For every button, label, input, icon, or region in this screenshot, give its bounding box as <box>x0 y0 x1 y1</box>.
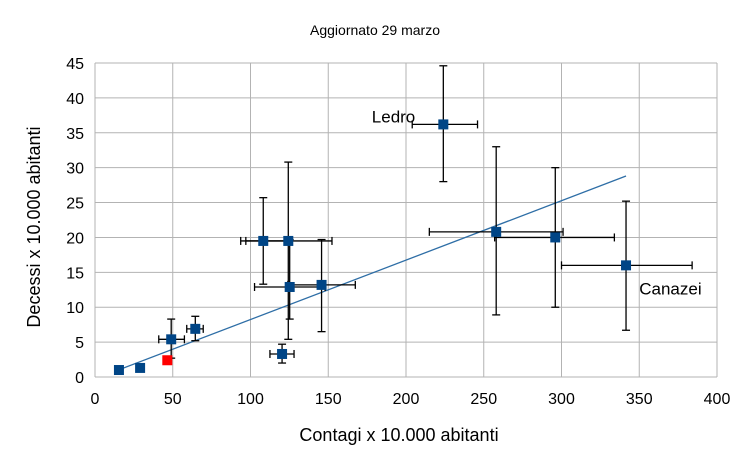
y-tick-label: 30 <box>66 161 84 178</box>
y-tick-label: 5 <box>75 335 84 352</box>
x-tick-label: 100 <box>237 391 264 408</box>
data-point <box>283 235 294 246</box>
y-tick-label: 40 <box>66 91 84 108</box>
x-tick-label: 250 <box>470 391 497 408</box>
data-point <box>438 119 449 130</box>
y-axis-label: Decessi x 10.000 abitanti <box>24 126 44 327</box>
y-tick-label: 25 <box>66 196 84 213</box>
data-point <box>550 232 561 243</box>
x-tick-label: 300 <box>548 391 575 408</box>
x-axis-label: Contagi x 10.000 abitanti <box>299 425 498 445</box>
y-tick-label: 0 <box>75 370 84 387</box>
data-point <box>258 235 269 246</box>
data-point <box>284 281 295 292</box>
x-tick-label: 350 <box>626 391 653 408</box>
x-tick-label: 150 <box>315 391 342 408</box>
data-point <box>190 323 201 334</box>
data-point <box>316 279 327 290</box>
data-point <box>113 365 124 376</box>
x-tick-label: 50 <box>164 391 182 408</box>
data-point <box>621 260 632 271</box>
x-tick-label: 0 <box>91 391 100 408</box>
x-tick-label: 200 <box>393 391 420 408</box>
data-point <box>277 348 288 359</box>
annotation-label: Canazei <box>639 280 701 299</box>
y-tick-label: 35 <box>66 126 84 143</box>
chart-title: Aggiornato 29 marzo <box>310 22 440 38</box>
y-tick-label: 15 <box>66 265 84 282</box>
x-tick-label: 400 <box>704 391 731 408</box>
y-tick-label: 45 <box>66 56 84 73</box>
y-tick-label: 10 <box>66 300 84 317</box>
trend-line <box>118 175 627 371</box>
annotation-label: Ledro <box>372 107 415 126</box>
y-tick-label: 20 <box>66 230 84 247</box>
highlighted-data-point <box>162 355 173 366</box>
data-point <box>135 362 146 373</box>
data-point <box>166 334 177 345</box>
data-point <box>491 226 502 237</box>
